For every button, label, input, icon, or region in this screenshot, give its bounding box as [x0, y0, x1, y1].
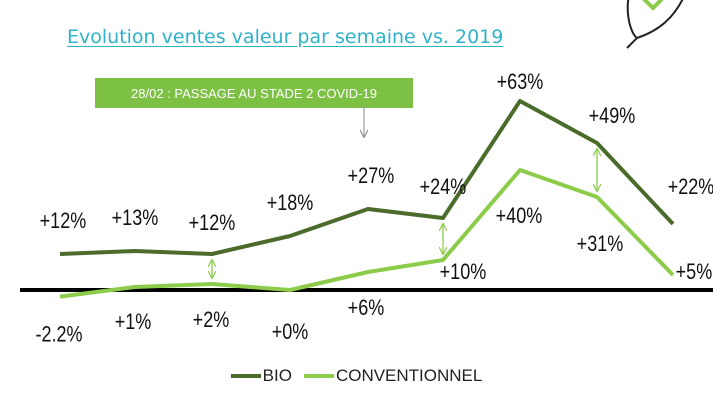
legend-item-conventionnel: CONVENTIONNEL	[303, 366, 483, 386]
data-label-conventionnel-3: +2%	[193, 308, 230, 332]
data-label-conventionnel-2: +1%	[115, 310, 152, 334]
data-label-bio-4: +18%	[267, 191, 314, 215]
data-label-bio-3: +12%	[189, 211, 236, 235]
legend-swatch-bio	[230, 374, 261, 378]
series-line-bio	[59, 99, 675, 256]
chart-title: Evolution ventes valeur par semaine vs. …	[67, 26, 504, 48]
data-label-bio-1: +12%	[40, 209, 87, 233]
covid-annotation: 28/02 : PASSAGE AU STADE 2 COVID-19	[95, 78, 413, 108]
data-label-bio-8: +49%	[589, 104, 636, 128]
data-label-bio-2: +13%	[112, 206, 159, 230]
data-label-conventionnel-4: +0%	[272, 320, 309, 344]
legend-label-conventionnel: CONVENTIONNEL	[335, 366, 483, 385]
legend-item-bio: BIO	[230, 366, 292, 386]
data-label-bio-7: +63%	[497, 70, 544, 94]
series-line-conventionnel	[59, 168, 675, 299]
legend-swatch-conventionnel	[303, 374, 334, 378]
legend: BIO CONVENTIONNEL	[0, 366, 713, 386]
data-label-bio-9: +22%	[668, 175, 713, 199]
data-label-bio-5: +27%	[348, 164, 395, 188]
leaf-check-icon	[626, 0, 684, 49]
legend-label-bio: BIO	[262, 366, 292, 385]
data-label-conventionnel-9: +5%	[676, 260, 713, 284]
data-label-conventionnel-7: +40%	[496, 204, 543, 228]
data-label-conventionnel-6: +10%	[440, 260, 487, 284]
data-label-bio-6: +24%	[420, 175, 467, 199]
plot-area: +12% +13% +12% +18% +27% +24% +63% +49% +22% -2.2…	[20, 70, 713, 347]
data-label-conventionnel-5: +6%	[348, 296, 385, 320]
data-label-conventionnel-1: -2.2%	[35, 323, 82, 347]
data-label-conventionnel-8: +31%	[577, 232, 624, 256]
